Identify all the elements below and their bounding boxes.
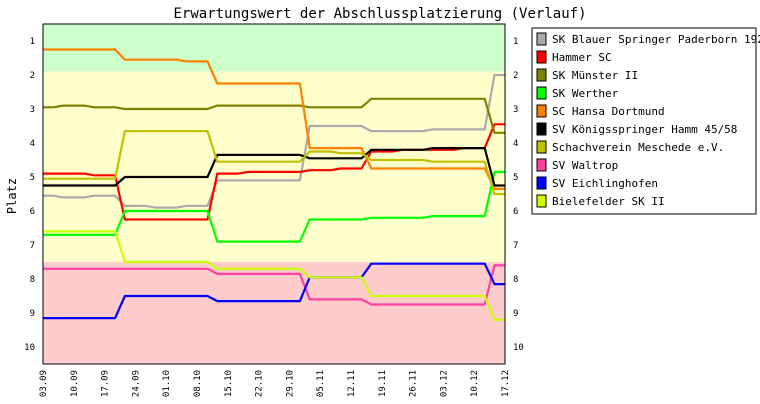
- legend-swatch-8: [536, 176, 547, 190]
- x-tick-15: 17.12: [501, 370, 511, 397]
- y-ticks: 1 1 2 2 3 3 4 4 5 5 6 6 7 7 8 8 9 9 10 10: [24, 37, 524, 353]
- x-tick-0: 03.09: [39, 370, 49, 397]
- x-tick-6: 15.10: [224, 370, 234, 397]
- legend-label-5: SV Königsspringer Hamm 45/58: [552, 123, 737, 136]
- y-tick-right-8: 8: [513, 275, 518, 285]
- series-line-8: [43, 262, 505, 320]
- legend-label-1: Hammer SC: [552, 51, 612, 64]
- legend: SK Blauer Springer Paderborn 1926 Hammer …: [531, 27, 760, 215]
- y-tick-left-2: 2: [30, 71, 35, 81]
- y-tick-right-10: 10: [513, 343, 524, 353]
- series-line-5: [43, 147, 505, 187]
- legend-swatch-0: [536, 32, 547, 46]
- legend-label-0: SK Blauer Springer Paderborn 1926: [552, 33, 760, 46]
- legend-swatch-4: [536, 104, 547, 118]
- series-lines: [43, 48, 505, 321]
- band-0: [43, 24, 505, 72]
- x-ticks: 03.09 10.09 17.09 24.09 01.10 08.10 15.10 22.10…: [39, 370, 511, 397]
- legend-swatch-6: [536, 140, 547, 154]
- y-tick-left-5: 5: [30, 173, 35, 183]
- band-1: [43, 71, 505, 262]
- y-tick-right-6: 6: [513, 207, 518, 217]
- series-line-9: [43, 230, 505, 321]
- y-tick-left-8: 8: [30, 275, 35, 285]
- y-tick-right-1: 1: [513, 37, 518, 47]
- legend-swatch-5: [536, 122, 547, 136]
- x-tick-5: 08.10: [193, 370, 203, 397]
- x-tick-14: 10.12: [470, 370, 480, 397]
- legend-swatch-7: [536, 158, 547, 172]
- series-line-3: [43, 170, 505, 243]
- band-2: [43, 262, 505, 364]
- legend-box: [531, 27, 757, 215]
- legend-label-8: SV Eichlinghofen: [552, 177, 658, 190]
- x-tick-1: 10.09: [70, 370, 80, 397]
- y-tick-left-1: 1: [30, 37, 35, 47]
- legend-label-6: Schachverein Meschede e.V.: [552, 141, 724, 154]
- x-tick-12: 26.11: [409, 370, 419, 397]
- y-tick-left-7: 7: [30, 241, 35, 251]
- y-tick-left-10: 10: [24, 343, 35, 353]
- series-line-2: [43, 97, 505, 134]
- y-tick-right-3: 3: [513, 105, 518, 115]
- legend-swatch-1: [536, 50, 547, 64]
- series-line-7: [43, 264, 505, 306]
- y-tick-right-5: 5: [513, 173, 518, 183]
- y-tick-left-9: 9: [30, 309, 35, 319]
- series-line-4: [43, 48, 505, 190]
- y-tick-left-4: 4: [30, 139, 35, 149]
- plot-frame: [42, 23, 506, 365]
- y-tick-right-9: 9: [513, 309, 518, 319]
- legend-swatch-3: [536, 86, 547, 100]
- y-tick-left-3: 3: [30, 105, 35, 115]
- x-tick-2: 17.09: [101, 370, 111, 397]
- series-line-6: [43, 130, 505, 196]
- x-tick-10: 12.11: [347, 370, 357, 397]
- legend-label-2: SK Münster II: [552, 69, 638, 82]
- x-tick-13: 03.12: [439, 370, 449, 397]
- x-tick-8: 29.10: [285, 370, 295, 397]
- x-tick-3: 24.09: [131, 370, 141, 397]
- x-tick-9: 05.11: [316, 370, 326, 397]
- y-tick-right-7: 7: [513, 241, 518, 251]
- legend-label-4: SC Hansa Dortmund: [552, 105, 665, 118]
- background-bands: [43, 24, 505, 364]
- x-tick-4: 01.10: [162, 370, 172, 397]
- x-tick-11: 19.11: [378, 370, 388, 397]
- y-axis-label: Platz: [5, 178, 19, 214]
- x-tick-7: 22.10: [255, 370, 265, 397]
- legend-swatch-2: [536, 68, 547, 82]
- legend-label-9: Bielefelder SK II: [552, 195, 665, 208]
- chart-title: Erwartungswert der Abschlussplatzierung …: [173, 6, 586, 22]
- legend-swatch-9: [536, 194, 547, 208]
- legend-label-3: SK Werther: [552, 87, 619, 100]
- y-tick-right-4: 4: [513, 139, 518, 149]
- y-tick-left-6: 6: [30, 207, 35, 217]
- legend-label-7: SV Waltrop: [552, 159, 618, 172]
- y-tick-right-2: 2: [513, 71, 518, 81]
